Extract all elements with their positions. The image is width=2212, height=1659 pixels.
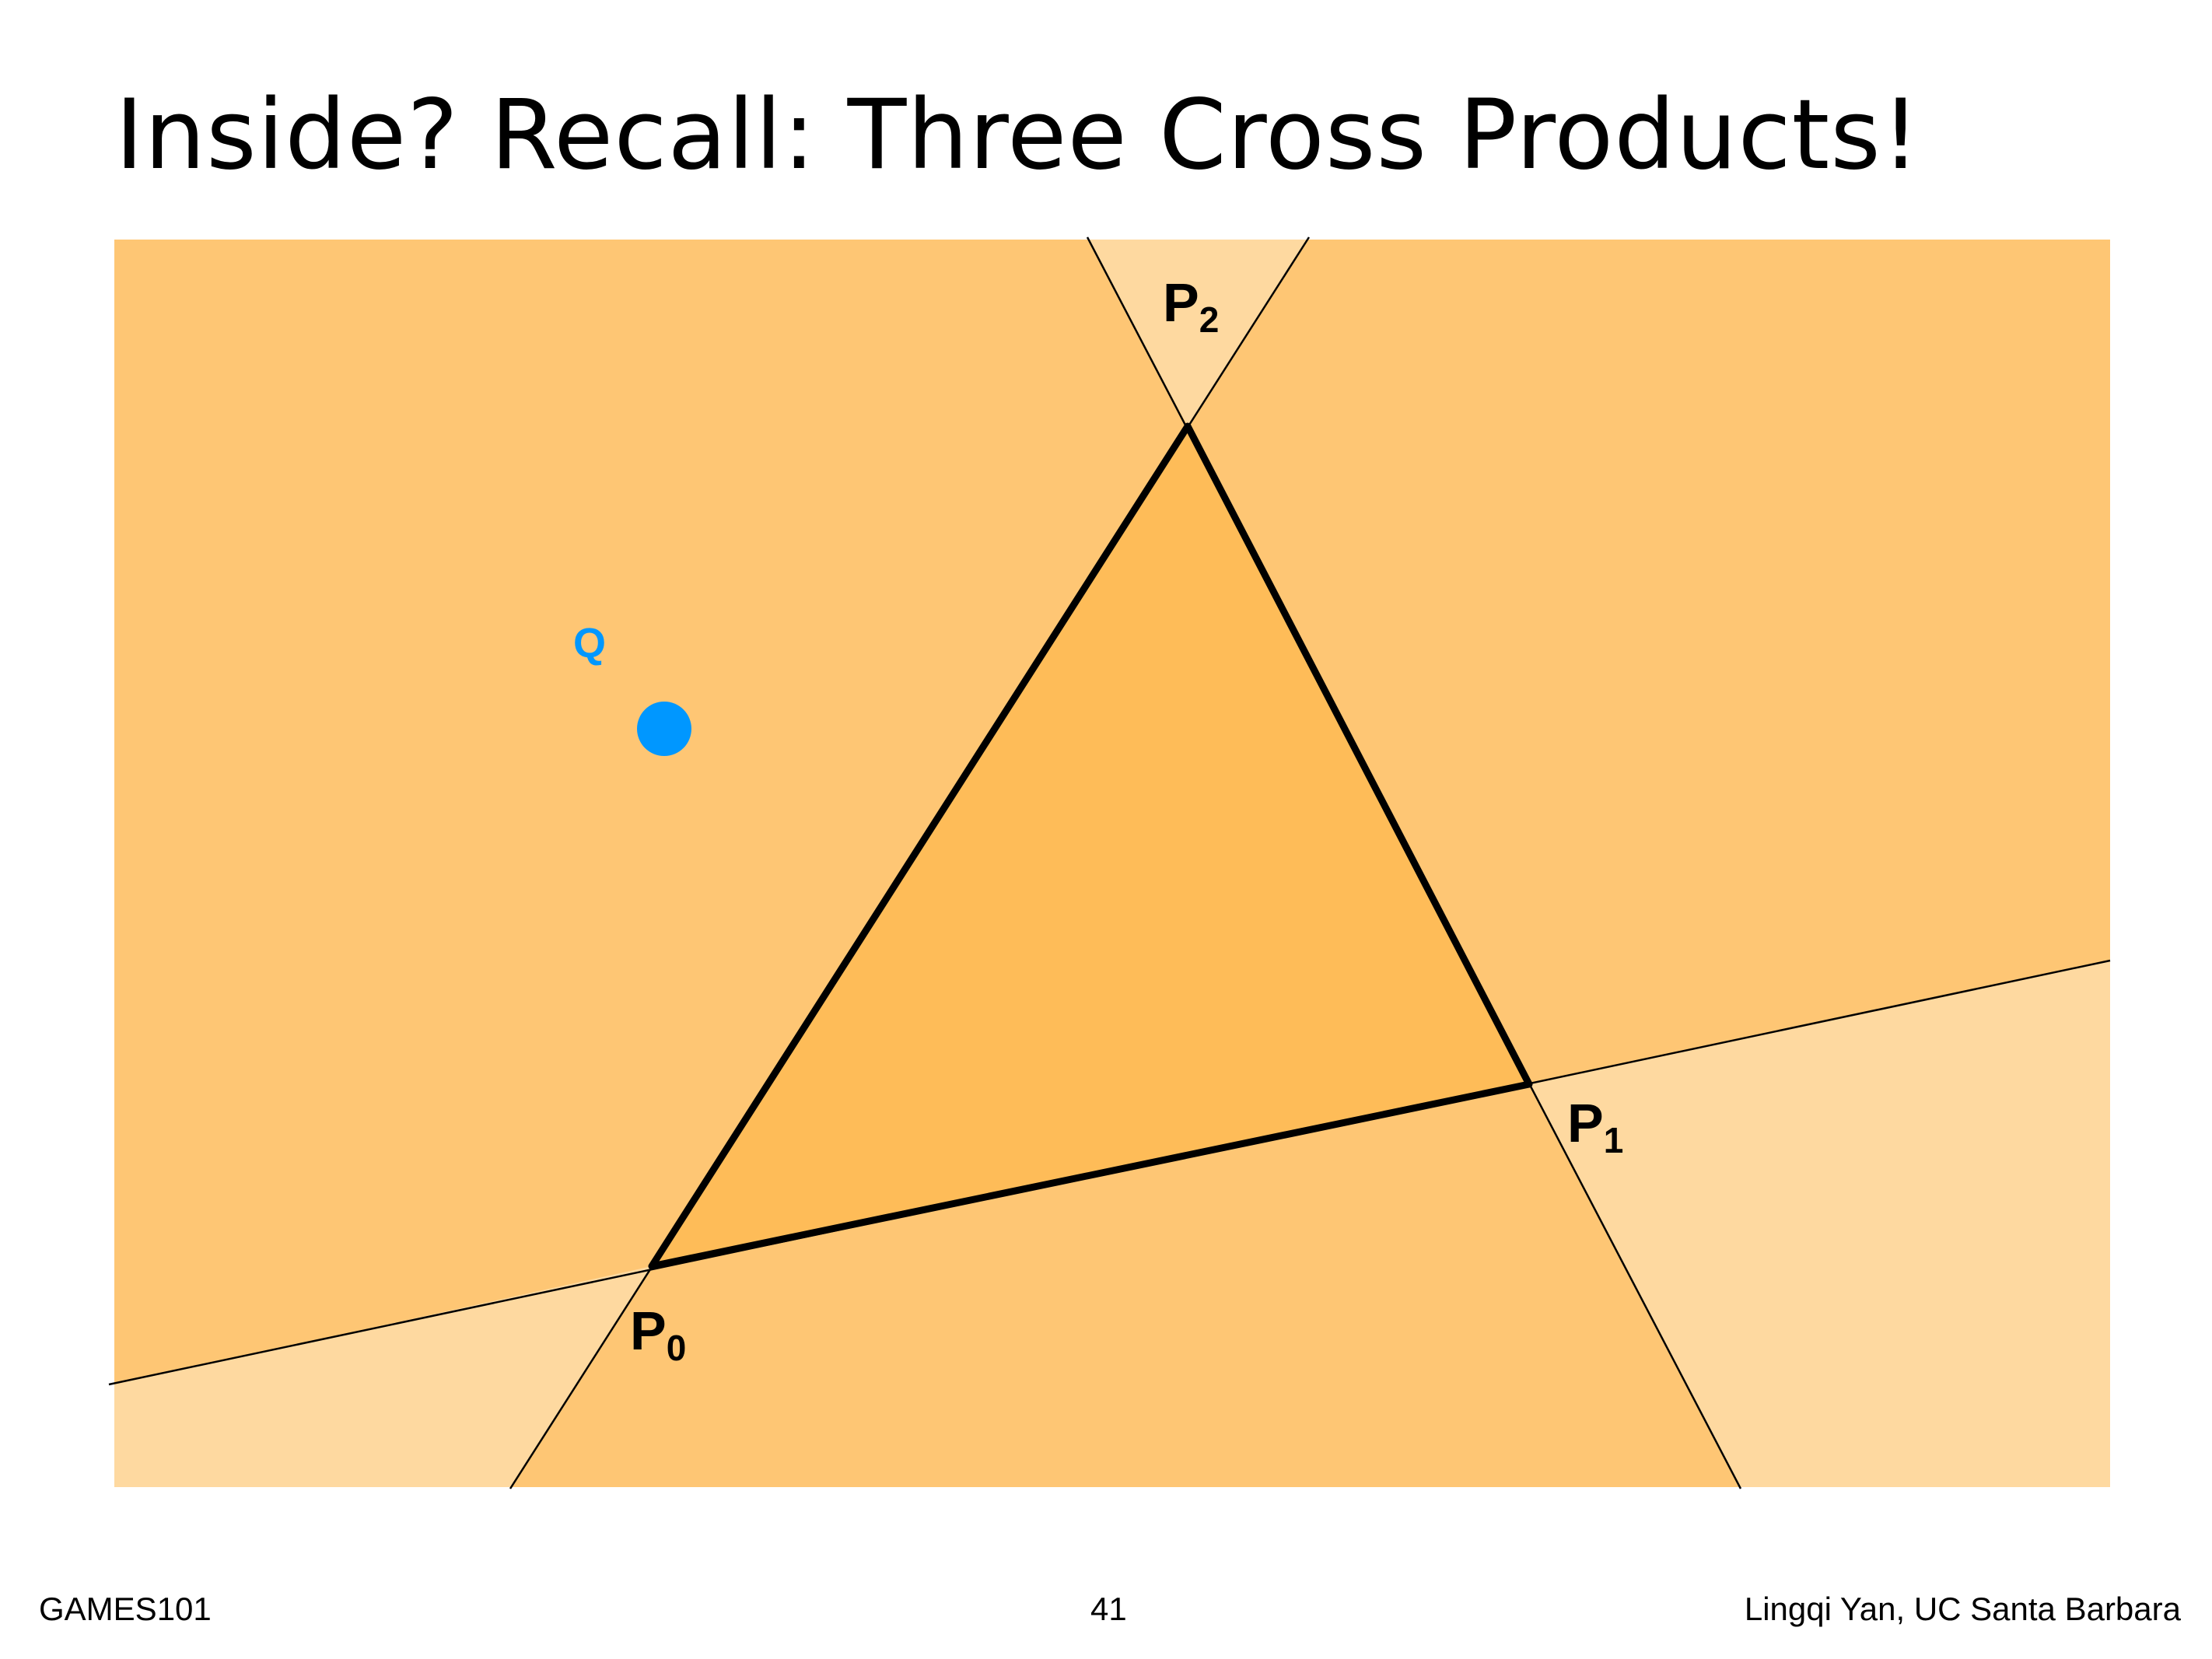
vertex-p2-letter: P [1163,272,1199,333]
footer-page-number: 41 [1090,1591,1127,1627]
point-q [637,702,691,756]
outside-region-top [1087,240,1307,426]
vertex-p1-label: P1 [1567,1093,1623,1160]
vertex-p0-label: P0 [630,1300,686,1368]
point-q-label: Q [573,620,606,667]
outside-region-bottom-right [1529,961,2110,1487]
vertex-p0-letter: P [630,1300,667,1361]
triangle-interior [652,426,1529,1266]
vertex-p0-subscript: 0 [667,1328,687,1368]
vertex-p1-letter: P [1567,1093,1604,1153]
footer-author: Lingqi Yan, UC Santa Barbara [1744,1591,2181,1627]
triangle-outline [648,422,1533,1270]
vertex-p1-subscript: 1 [1604,1120,1624,1160]
slide-title: Inside? Recall: Three Cross Products! [115,79,1921,191]
outside-region-bottom-left [114,1266,652,1487]
vertex-p2-label: P2 [1163,272,1219,340]
footer-course: GAMES101 [39,1591,212,1627]
vertex-p2-subscript: 2 [1199,299,1220,340]
